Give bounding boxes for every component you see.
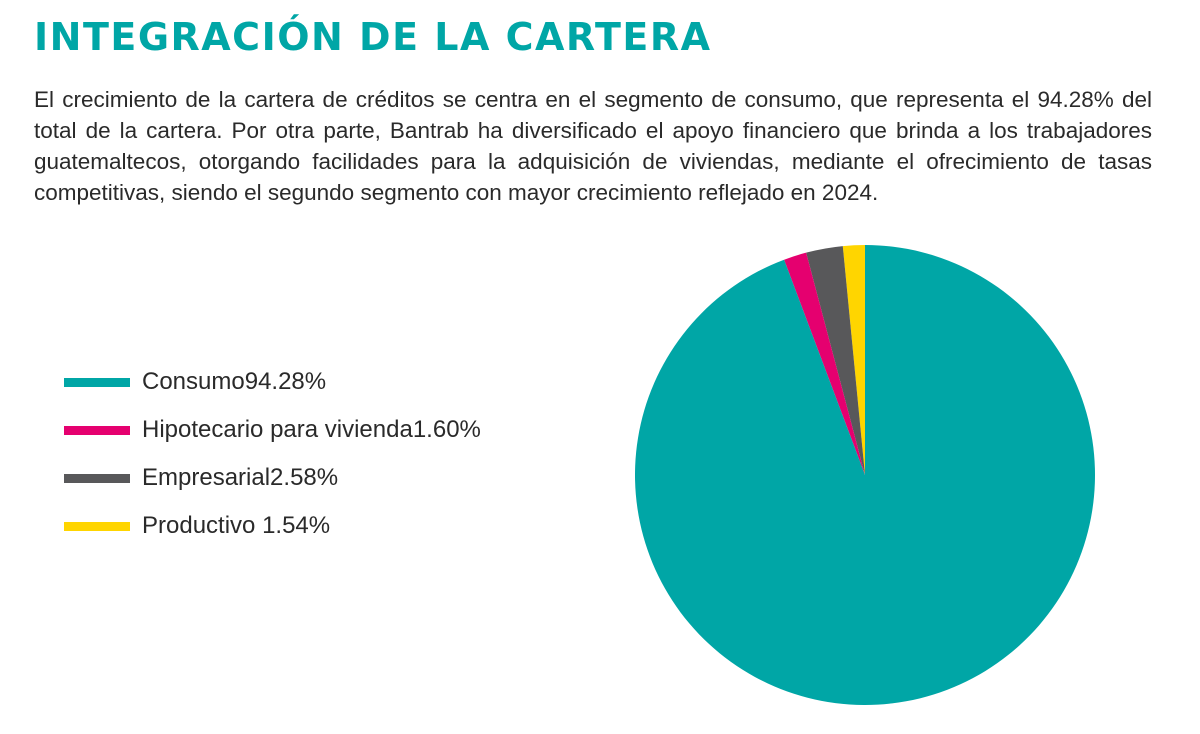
legend-label-consumo: Consumo bbox=[142, 368, 245, 395]
legend-swatch-productivo bbox=[64, 521, 130, 531]
legend-label-empresarial: Empresarial bbox=[142, 464, 271, 491]
pie-slice-productivo bbox=[842, 245, 865, 475]
page-title: INTEGRACIÓN DE LA CARTERA bbox=[34, 15, 712, 59]
legend-item-empresarial: Empresarial 2.58% bbox=[64, 454, 481, 502]
chart-legend: Consumo 94.28% Hipotecario para vivienda… bbox=[64, 358, 481, 550]
legend-swatch-consumo bbox=[64, 377, 130, 387]
legend-swatch-empresarial bbox=[64, 473, 130, 483]
legend-value-hipotecario: 1.60% bbox=[412, 416, 481, 443]
legend-value-empresarial: 2.58% bbox=[270, 464, 339, 491]
legend-item-consumo: Consumo 94.28% bbox=[64, 358, 481, 406]
pie-chart bbox=[635, 245, 1095, 705]
legend-item-productivo: Productivo 1.54% bbox=[64, 502, 481, 550]
pie-slice-empresarial bbox=[806, 246, 865, 475]
legend-label-productivo: Productivo bbox=[142, 512, 263, 539]
legend-value-consumo: 94.28% bbox=[244, 368, 327, 395]
legend-value-productivo: 1.54% bbox=[262, 512, 331, 539]
pie-slice-consumo bbox=[635, 245, 1095, 705]
legend-item-hipotecario: Hipotecario para vivienda 1.60% bbox=[64, 406, 481, 454]
legend-swatch-hipotecario bbox=[64, 425, 130, 435]
intro-paragraph: El crecimiento de la cartera de créditos… bbox=[34, 87, 1152, 205]
pie-slice-hipotecario bbox=[784, 252, 865, 475]
legend-label-hipotecario: Hipotecario para vivienda bbox=[142, 416, 413, 443]
